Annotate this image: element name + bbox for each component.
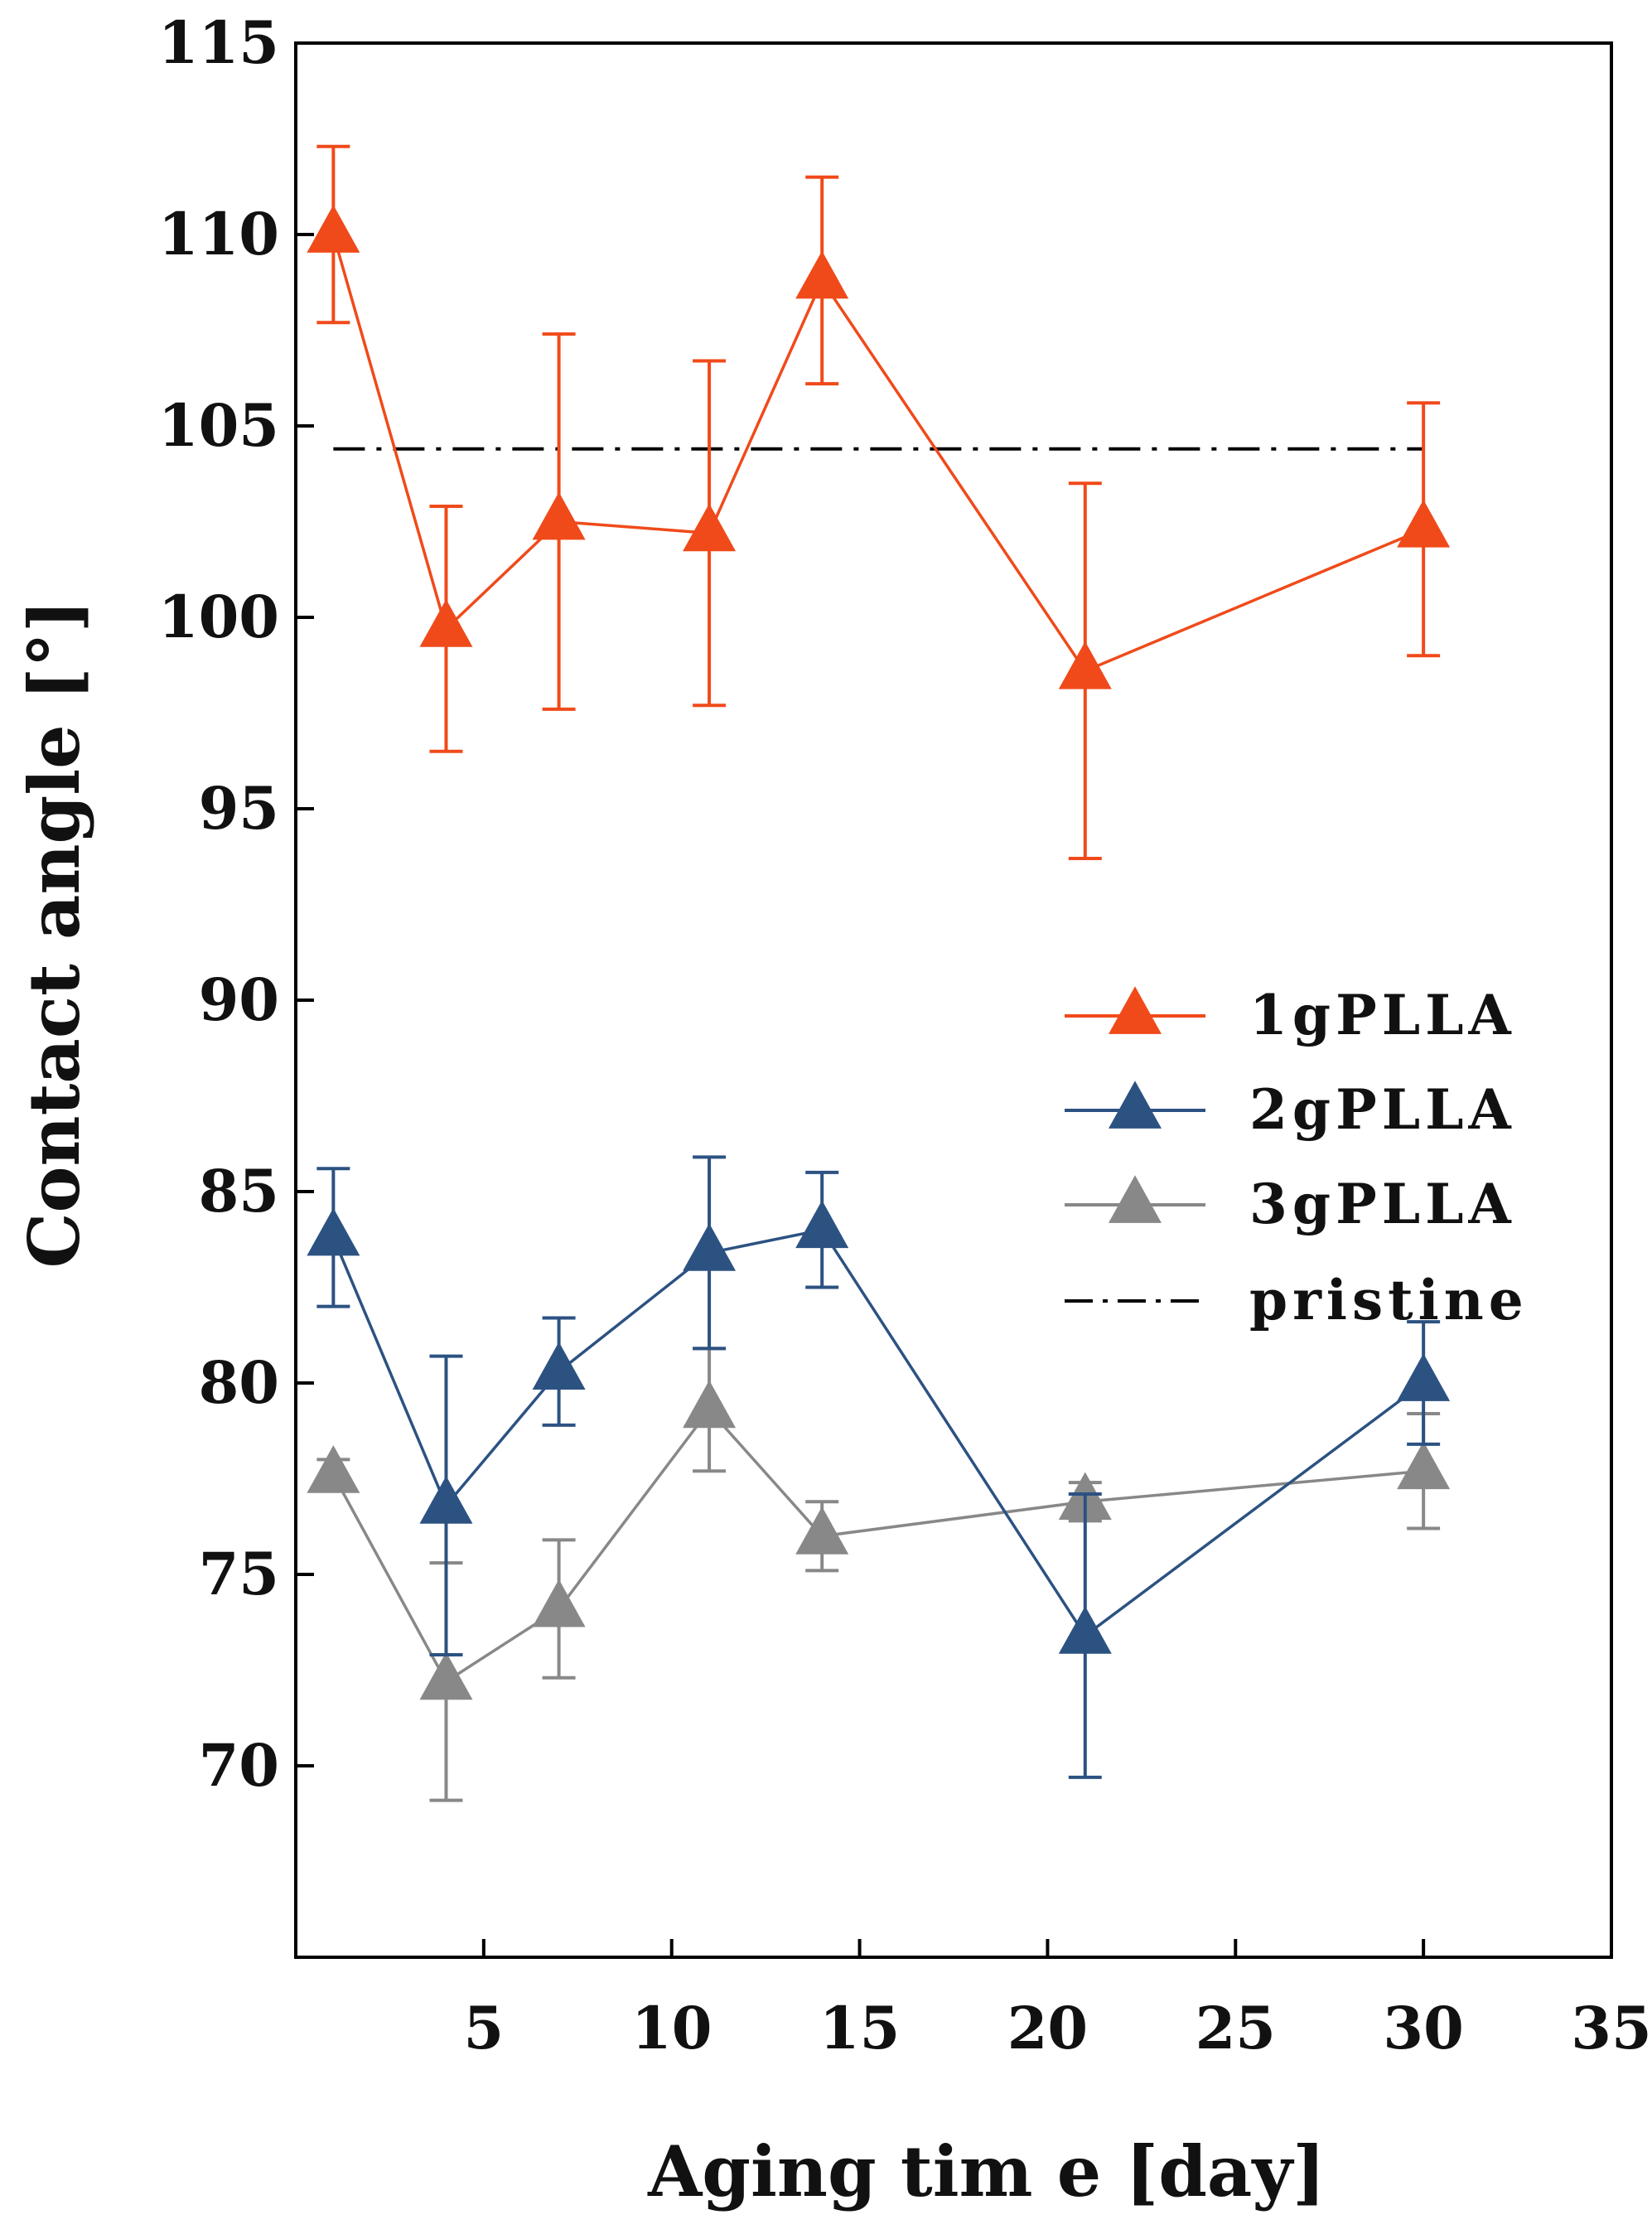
data-point — [795, 250, 849, 299]
legend-label: 1gPLLA — [1249, 983, 1516, 1047]
x-axis-title: Aging tim e [day] — [647, 2130, 1326, 2212]
data-point — [307, 1207, 360, 1256]
y-tick-label: 105 — [158, 391, 279, 460]
data-point — [795, 1200, 849, 1249]
x-tick-label: 5 — [463, 1994, 504, 2062]
y-axis-title: Contact angle [°] — [13, 600, 95, 1269]
data-point — [1397, 1441, 1451, 1490]
data-point — [419, 599, 473, 647]
x-tick-label: 30 — [1383, 1994, 1463, 2062]
y-tick-label: 110 — [158, 200, 279, 268]
y-tick-label: 115 — [158, 8, 279, 77]
y-tick-label: 90 — [199, 965, 279, 1034]
series-1gPLLA — [307, 144, 1451, 861]
data-point — [419, 1651, 473, 1700]
data-point — [532, 491, 586, 540]
legend-marker — [1109, 986, 1162, 1034]
data-point — [307, 205, 360, 253]
data-point — [532, 1579, 586, 1627]
data-point — [683, 1223, 737, 1271]
data-point — [532, 1342, 586, 1390]
data-point — [1397, 500, 1451, 548]
y-tick-label: 70 — [199, 1731, 279, 1800]
data-point — [1058, 641, 1112, 689]
y-tick-label: 75 — [199, 1540, 279, 1608]
y-tick-label: 100 — [158, 583, 279, 651]
legend-label: 2gPLLA — [1249, 1077, 1516, 1142]
series-line — [331, 1407, 1424, 1684]
legend: 1gPLLA 2gPLLA 3gPLLA pristine — [1065, 983, 1529, 1332]
x-tick-label: 35 — [1571, 1994, 1651, 2062]
x-tick-label: 25 — [1196, 1994, 1276, 2062]
data-point — [419, 1476, 473, 1524]
y-tick-label: 85 — [199, 1157, 279, 1226]
series-3gPLLA — [307, 1347, 1451, 1802]
data-point — [795, 1506, 849, 1555]
data-point — [1397, 1353, 1451, 1401]
data-point — [683, 503, 737, 552]
x-tick-label: 10 — [631, 1994, 712, 2062]
y-axis: 70 75 80 85 90 95 100 105 110 115 — [158, 8, 314, 1800]
x-tick-label: 20 — [1007, 1994, 1088, 2062]
legend-label: pristine — [1249, 1268, 1529, 1332]
legend-marker — [1109, 1175, 1162, 1223]
x-tick-label: 15 — [819, 1994, 900, 2062]
data-point — [1058, 1606, 1112, 1654]
y-tick-label: 80 — [199, 1348, 279, 1417]
legend-label: 3gPLLA — [1249, 1172, 1516, 1236]
data-point — [683, 1380, 737, 1429]
x-axis: 5 10 15 20 25 30 35 — [463, 1939, 1652, 2062]
y-tick-label: 95 — [199, 774, 279, 843]
series-2gPLLA — [307, 1155, 1451, 1779]
legend-marker — [1109, 1081, 1162, 1129]
series-line — [331, 234, 1424, 673]
data-point — [307, 1445, 360, 1493]
